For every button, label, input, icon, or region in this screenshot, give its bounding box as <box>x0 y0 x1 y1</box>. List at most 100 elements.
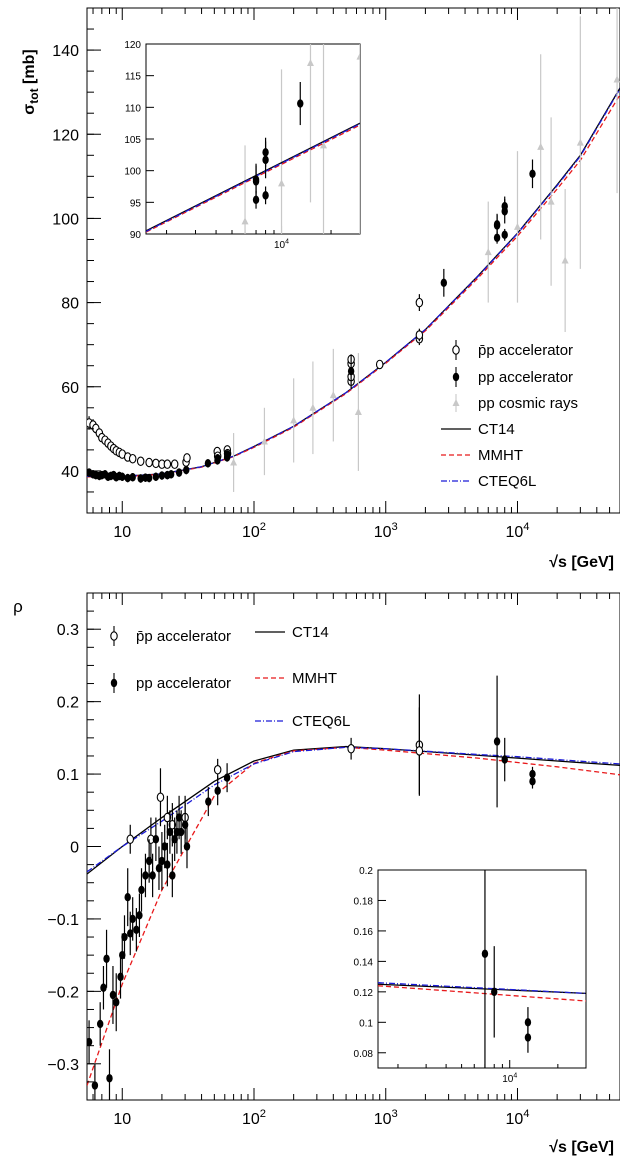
xsec-inset-point-pp <box>297 99 304 108</box>
rho-x-tick-label: 10 <box>113 1111 131 1128</box>
xsec-legend-entry: MMHT <box>441 447 523 464</box>
xsec-inset-point-cosmic <box>278 179 286 187</box>
rho-inset-point-pp <box>491 987 498 997</box>
rho-point-pbar-p <box>415 746 424 756</box>
xsec-point-pp <box>440 278 448 288</box>
rho-point-pbar-p <box>168 820 177 830</box>
xsec-x-tick-label: 10 <box>113 524 131 541</box>
rho-point-pp <box>100 983 107 992</box>
rho-point-pp <box>169 871 176 880</box>
xsec-legend-label: MMHT <box>478 447 523 464</box>
rho-point-pp <box>124 893 131 902</box>
xsec-point-pbar-p <box>152 458 160 469</box>
rho-point-pp <box>138 885 145 895</box>
rho-point-pp <box>96 1019 104 1029</box>
xsec-point-cosmic <box>547 197 555 205</box>
cross-section-legend: p̄p accelerator pp accelerator pp cosmic r… <box>441 340 578 490</box>
xsec-point-cosmic <box>484 248 492 256</box>
xsec-x-tick-label: 102 <box>242 521 266 541</box>
rho-point-pp <box>87 1037 93 1047</box>
xsec-y-tick-label: 60 <box>61 380 79 397</box>
rho-point-pp <box>136 911 143 920</box>
xsec-point-pbar-p <box>170 459 179 469</box>
xsec-point-pp <box>145 473 153 483</box>
xsec-inset-point-pp <box>262 148 269 157</box>
rho-legend-entry: CTEQ6L <box>255 713 350 730</box>
rho-point-pp <box>214 786 221 795</box>
xsec-point-pp <box>493 233 501 242</box>
xsec-point-pp <box>152 472 160 482</box>
rho-point-pp <box>113 998 120 1007</box>
xsec-inset-point-pp <box>262 191 269 200</box>
xsec-inset-y-tick-label: 105 <box>124 135 141 146</box>
rho-point-pp <box>493 737 501 746</box>
rho-point-pp <box>183 842 191 851</box>
xsec-point-pbar-p <box>415 297 424 308</box>
rho-inset: 0.08 0.1 0.12 0.14 0.16 0.18 0.2 104 <box>354 866 587 1085</box>
rho-point-pp <box>161 842 168 851</box>
rho-legend-label: MMHT <box>292 670 337 687</box>
rho-x-tick-label: 104 <box>505 1108 529 1128</box>
rho-legend: p̄p accelerator pp accelerator CT14 MMHT CTE… <box>110 624 350 730</box>
xsec-inset-y-tick-label: 110 <box>125 103 141 114</box>
rho-legend-label: pp accelerator <box>136 675 231 692</box>
rho-point-pp <box>119 950 126 960</box>
rho-inset-curve-cteq6l <box>378 982 586 995</box>
rho-panel: 10 102 103 104 −0.3 −0.2 −0.1 0 0.1 0.2 0.3 ρ √s [… <box>13 592 620 1156</box>
xsec-inset-y-tick-label: 115 <box>125 72 141 83</box>
xsec-point-cosmic <box>561 256 569 264</box>
xsec-x-tick-label: 104 <box>505 521 529 541</box>
xsec-point-cosmic <box>260 437 268 445</box>
rho-legend-entry: MMHT <box>255 670 337 687</box>
rho-legend-label: CTEQ6L <box>292 713 350 730</box>
cross-section-y-axis-label: σtot [mb] <box>21 49 41 114</box>
xsec-point-pbar-p <box>415 330 424 340</box>
xsec-point-pp <box>224 450 231 459</box>
xsec-inset-y-tick-label: 120 <box>124 40 141 51</box>
xsec-legend-entry: p̄p accelerator <box>452 340 573 360</box>
xsec-inset-curve-cteq6l <box>146 123 360 233</box>
rho-point-pp <box>149 871 156 880</box>
rho-inset-y-tick-label: 0.2 <box>359 866 373 877</box>
rho-point-pp <box>171 835 178 844</box>
xsec-series-open-circle <box>87 294 424 469</box>
xsec-point-pp <box>501 230 508 240</box>
rho-legend-label: CT14 <box>292 624 329 641</box>
xsec-point-pbar-p <box>128 453 137 464</box>
xsec-inset-y-tick-label: 90 <box>130 230 142 241</box>
xsec-inset-y-tick-label: 95 <box>130 198 142 209</box>
rho-point-pp <box>133 925 140 934</box>
xsec-point-cosmic <box>513 222 521 230</box>
xsec-point-pp <box>124 473 131 483</box>
rho-y-tick-label: 0 <box>70 840 79 857</box>
xsec-series-filled-circle <box>87 159 536 483</box>
rho-point-pp <box>501 755 508 764</box>
rho-point-pp <box>109 990 117 1000</box>
xsec-point-pbar-p <box>145 457 153 468</box>
rho-y-tick-label: 0.3 <box>57 622 79 639</box>
xsec-inset-point-cosmic <box>241 217 249 225</box>
rho-point-pp <box>155 864 163 873</box>
xsec-point-pbar-p <box>183 453 191 463</box>
xsec-point-cosmic <box>309 403 317 411</box>
cross-section-inset: 90 95 100 105 110 115 120 104 <box>124 40 361 251</box>
xsec-y-tick-label: 100 <box>52 211 79 228</box>
xsec-inset-point-pp <box>252 195 260 204</box>
xsec-point-pp <box>493 220 501 229</box>
xsec-point-pp <box>137 474 144 483</box>
rho-y-tick-label: −0.2 <box>47 984 79 1001</box>
rho-point-pp <box>177 827 185 837</box>
rho-point-pp <box>529 777 536 786</box>
xsec-point-pp <box>119 472 126 482</box>
xsec-point-cosmic <box>354 408 362 415</box>
xsec-point-pp <box>501 202 508 211</box>
xsec-point-pp <box>347 366 355 376</box>
rho-point-pbar-p <box>163 812 172 823</box>
xsec-point-pp <box>175 468 183 477</box>
rho-inset-y-tick-label: 0.08 <box>354 1049 374 1060</box>
xsec-legend-entry: CT14 <box>441 421 515 438</box>
rho-inset-y-tick-label: 0.1 <box>359 1018 373 1029</box>
xsec-inset-point-cosmic <box>356 52 360 60</box>
rho-inset-y-tick-label: 0.14 <box>354 957 374 968</box>
